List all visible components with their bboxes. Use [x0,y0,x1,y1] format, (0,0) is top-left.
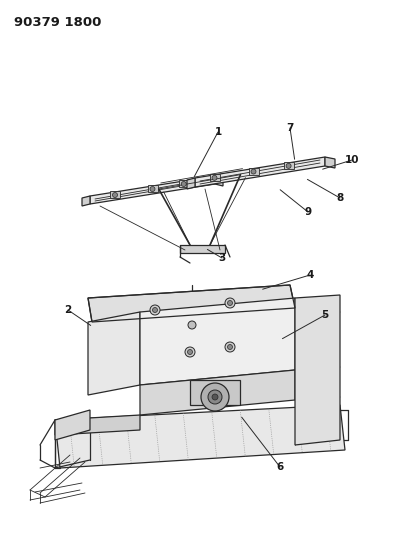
Text: 8: 8 [337,193,344,203]
Circle shape [188,321,196,329]
Polygon shape [88,285,295,322]
Text: 3: 3 [218,253,226,263]
Polygon shape [215,176,223,186]
Polygon shape [140,370,295,415]
Polygon shape [55,415,140,435]
Polygon shape [90,176,215,204]
Polygon shape [284,162,294,169]
Circle shape [150,187,155,191]
Polygon shape [180,245,225,253]
Polygon shape [190,380,240,405]
Circle shape [152,308,158,312]
Circle shape [212,394,218,400]
Circle shape [225,342,235,352]
Circle shape [228,301,233,305]
Text: 90379 1800: 90379 1800 [14,16,102,29]
Circle shape [208,390,222,404]
Circle shape [225,298,235,308]
Circle shape [150,305,160,315]
Text: 6: 6 [276,462,284,472]
Circle shape [212,175,217,180]
Circle shape [251,169,256,174]
Circle shape [112,192,118,198]
Polygon shape [140,298,295,385]
Text: 4: 4 [306,270,314,280]
Circle shape [286,164,291,168]
Polygon shape [55,410,90,440]
Polygon shape [179,180,189,187]
Polygon shape [325,157,335,168]
Polygon shape [147,185,158,192]
Polygon shape [82,196,90,206]
Circle shape [185,347,195,357]
Text: 2: 2 [64,305,72,315]
Polygon shape [55,405,345,468]
Polygon shape [249,167,258,174]
Text: 1: 1 [214,127,222,137]
Polygon shape [295,295,340,445]
Text: 7: 7 [286,123,294,133]
Polygon shape [195,157,325,187]
Polygon shape [187,178,195,189]
Polygon shape [210,174,220,181]
Text: 10: 10 [345,155,359,165]
Circle shape [187,350,193,354]
Circle shape [201,383,229,411]
Polygon shape [88,312,140,395]
Circle shape [228,344,233,350]
Polygon shape [110,191,120,198]
Circle shape [181,182,186,187]
Text: 5: 5 [321,310,328,320]
Text: 9: 9 [304,207,312,217]
